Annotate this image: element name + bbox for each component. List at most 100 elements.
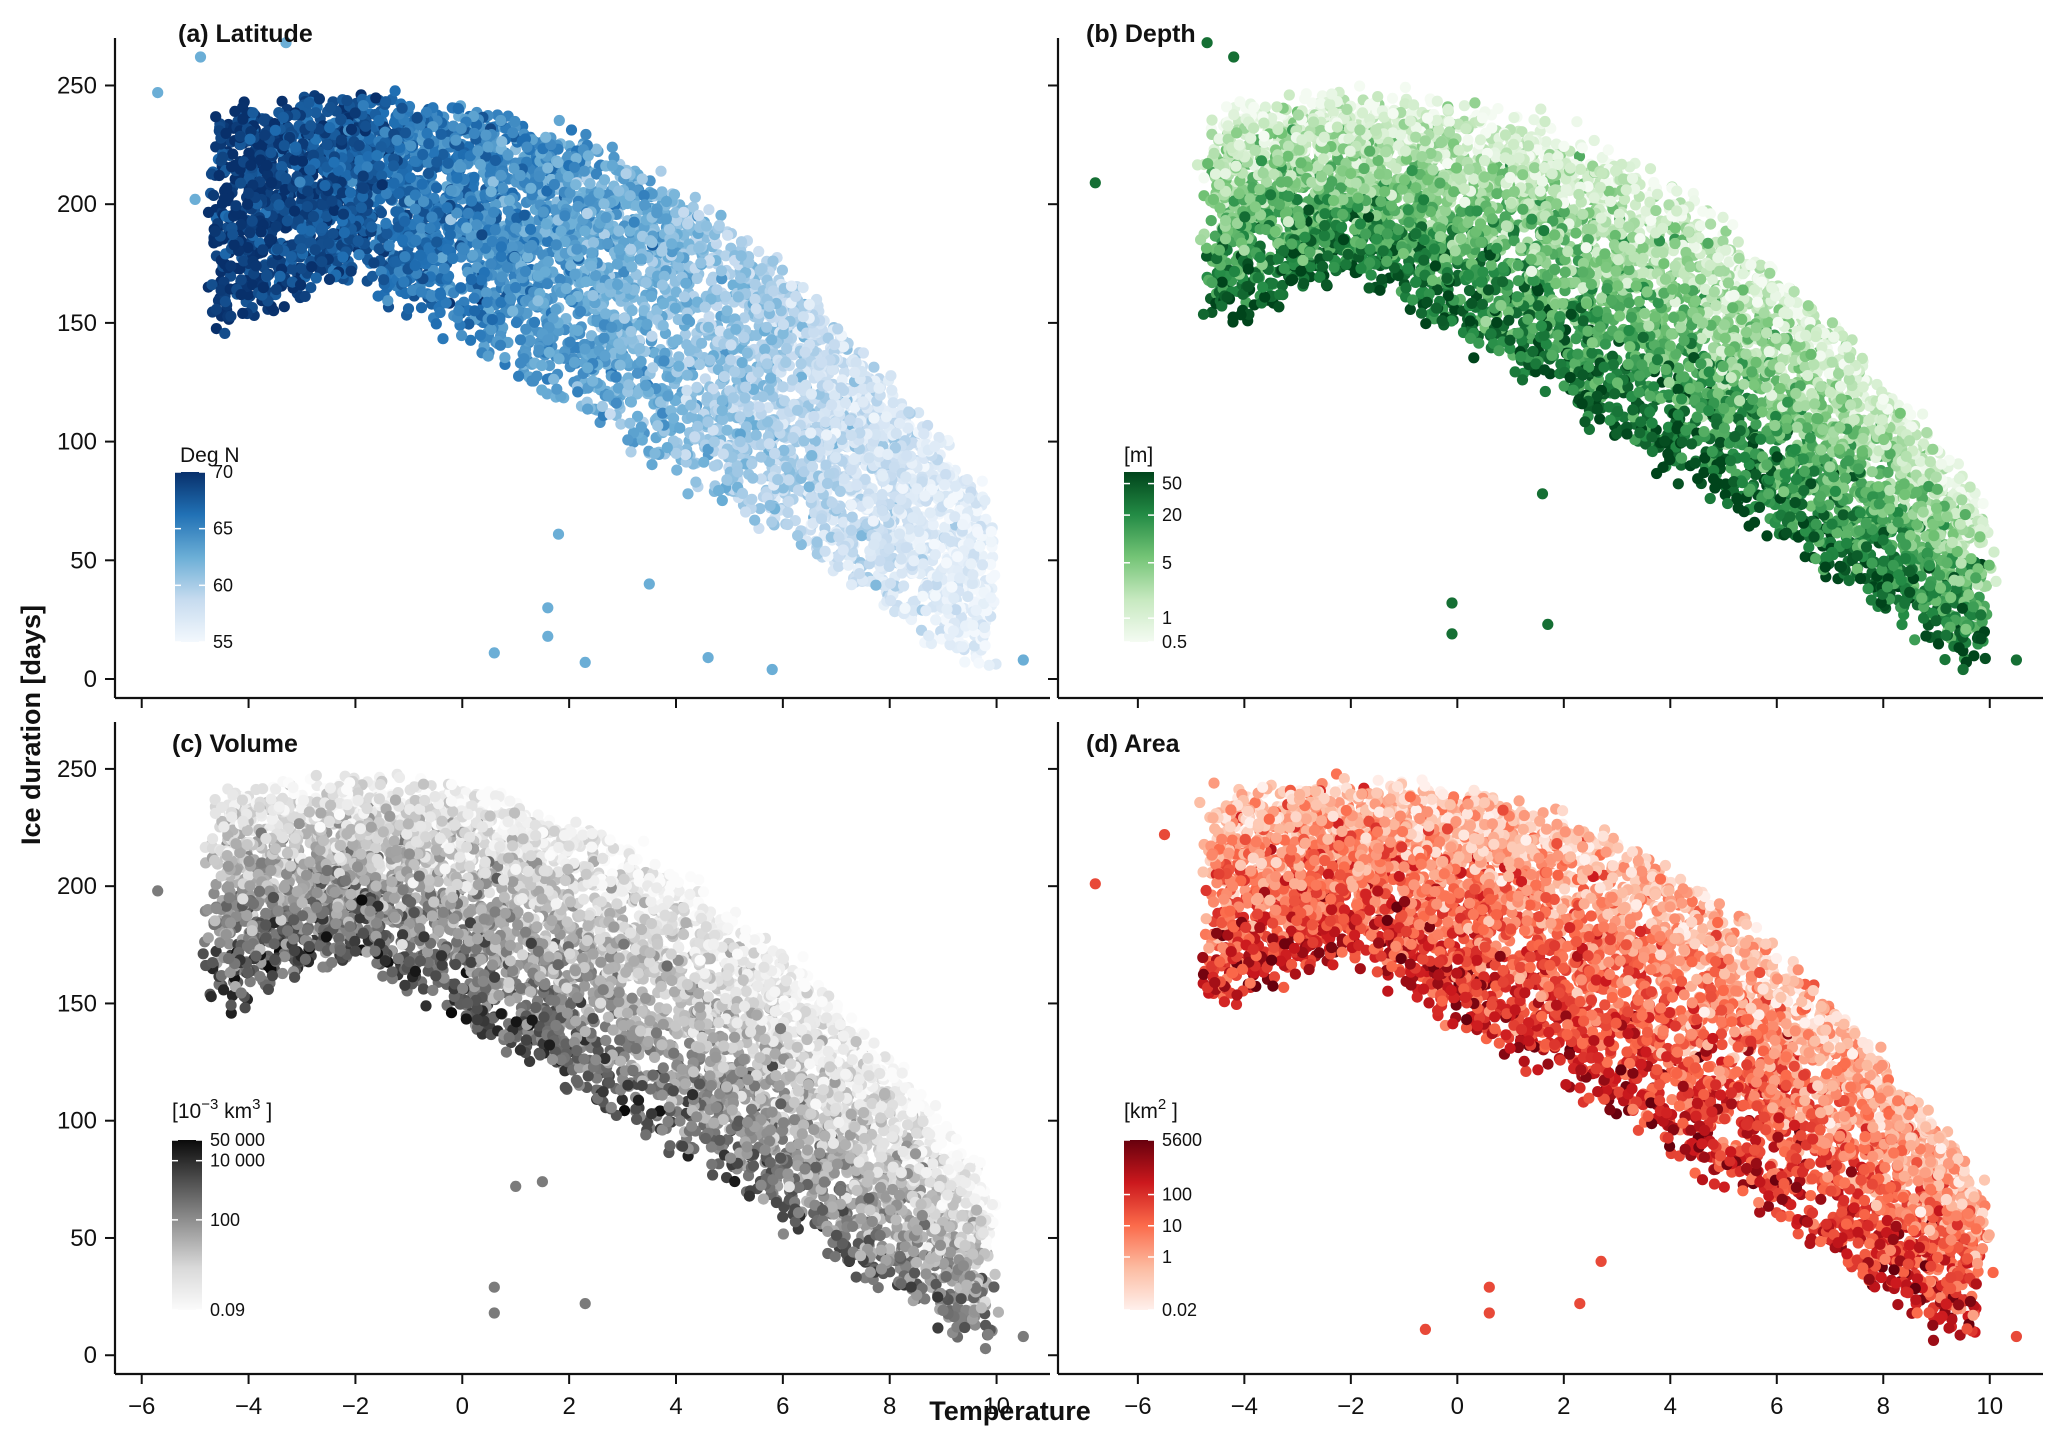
data-point <box>393 188 404 199</box>
data-point <box>668 413 679 424</box>
data-point <box>542 278 553 289</box>
data-point <box>507 241 518 252</box>
data-point <box>380 218 391 229</box>
data-point <box>300 291 311 302</box>
data-point <box>766 516 777 527</box>
data-point <box>390 85 401 96</box>
data-point <box>261 160 272 171</box>
data-point <box>374 160 385 171</box>
data-point <box>525 335 536 346</box>
data-point <box>295 279 306 290</box>
data-point <box>571 244 582 255</box>
data-point <box>588 237 599 248</box>
data-point <box>881 411 892 422</box>
data-point <box>751 303 762 314</box>
data-point <box>685 400 696 411</box>
data-point <box>986 573 997 584</box>
data-point <box>742 347 753 358</box>
data-point <box>476 274 487 285</box>
data-point <box>901 542 912 553</box>
data-point <box>833 531 844 542</box>
data-point <box>554 115 565 126</box>
data-point <box>621 168 632 179</box>
data-point <box>658 298 669 309</box>
data-point <box>680 449 691 460</box>
data-point <box>453 103 464 114</box>
data-point <box>777 381 788 392</box>
data-point <box>764 438 775 449</box>
data-point <box>360 121 371 132</box>
data-point <box>613 185 624 196</box>
data-point <box>835 486 846 497</box>
data-point <box>870 580 881 591</box>
data-point <box>507 306 518 317</box>
data-point <box>496 136 507 147</box>
data-point <box>247 107 258 118</box>
data-point <box>877 471 888 482</box>
data-point <box>930 590 941 601</box>
data-point <box>806 450 817 461</box>
data-point <box>857 396 868 407</box>
data-point <box>552 157 563 168</box>
data-point <box>877 489 888 500</box>
data-point <box>896 554 907 565</box>
data-point <box>515 334 526 345</box>
data-point <box>582 362 593 373</box>
data-point <box>469 293 480 304</box>
data-point <box>502 262 513 273</box>
data-point <box>475 330 486 341</box>
data-point <box>985 592 996 603</box>
data-point <box>932 571 943 582</box>
data-point <box>520 324 531 335</box>
data-point <box>757 391 768 402</box>
data-point <box>525 183 536 194</box>
data-point <box>579 225 590 236</box>
data-point <box>974 541 985 552</box>
data-point <box>602 238 613 249</box>
data-point <box>220 128 231 139</box>
data-point <box>820 417 831 428</box>
data-point <box>471 219 482 230</box>
data-point <box>230 200 241 211</box>
data-point <box>544 347 555 358</box>
data-point <box>235 178 246 189</box>
data-point <box>979 622 990 633</box>
data-point <box>907 512 918 523</box>
data-point <box>603 391 614 402</box>
data-point <box>584 178 595 189</box>
data-point <box>551 239 562 250</box>
data-point <box>598 198 609 209</box>
data-point <box>469 172 480 183</box>
data-point <box>623 379 634 390</box>
data-point <box>265 147 276 158</box>
data-point <box>324 122 335 133</box>
data-point <box>868 539 879 550</box>
data-point <box>888 397 899 408</box>
data-point <box>296 223 307 234</box>
data-point <box>903 406 914 417</box>
data-point <box>735 411 746 422</box>
data-point <box>868 362 879 373</box>
data-point <box>923 630 934 641</box>
data-point <box>717 405 728 416</box>
data-point <box>739 392 750 403</box>
data-point <box>476 229 487 240</box>
data-point <box>640 380 651 391</box>
data-point <box>777 265 788 276</box>
data-point <box>840 397 851 408</box>
data-point <box>822 478 833 489</box>
data-point <box>490 155 501 166</box>
data-point <box>972 527 983 538</box>
data-point <box>625 244 636 255</box>
data-point <box>373 115 384 126</box>
data-point <box>649 448 660 459</box>
data-point <box>626 326 637 337</box>
data-point <box>580 129 591 140</box>
data-point <box>749 515 760 526</box>
data-point <box>289 155 300 166</box>
data-point <box>572 386 583 397</box>
data-point <box>796 358 807 369</box>
data-point <box>626 396 637 407</box>
data-point <box>488 207 499 218</box>
data-point <box>732 466 743 477</box>
